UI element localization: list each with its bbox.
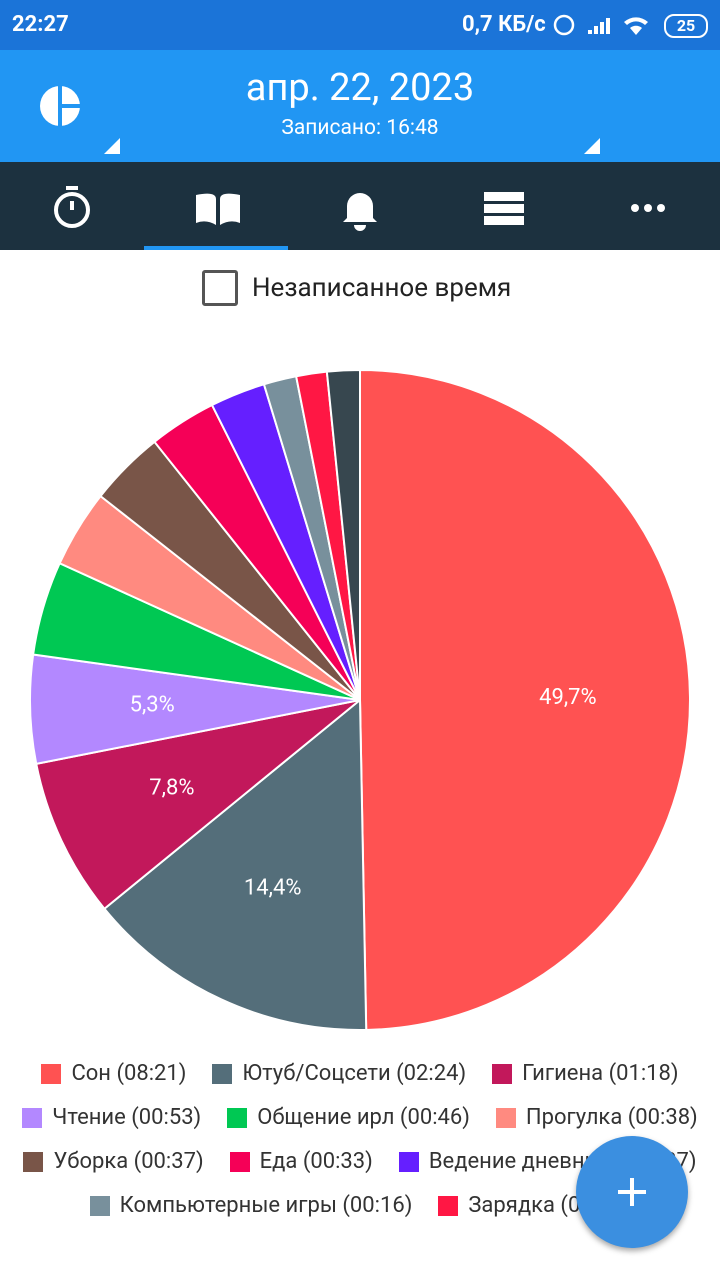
legend-item: Ютуб/Соцсети (02:24) [212,1060,466,1088]
legend-label: Ютуб/Соцсети (02:24) [242,1061,467,1086]
date[interactable]: апр. 22, 2023 [245,66,475,110]
pie-slice [103,697,368,1031]
legend-label: Компьютерные игры (00:16) [119,1193,413,1218]
add-button[interactable] [576,1136,688,1248]
clock: 22:27 [12,12,69,37]
legend-swatch [23,1152,44,1172]
checkbox[interactable] [202,270,238,306]
tab-icons [54,186,665,250]
pie-slice [35,699,361,911]
legend-label: Гигиена (01:18) [522,1061,679,1086]
pie-slice [325,368,361,701]
corner [104,138,120,154]
slice-label: 14,4% [244,875,302,900]
legend-item: Прогулка (00:38) [495,1104,698,1132]
legend-item: Гигиена (01:18) [492,1060,679,1088]
journal-tab[interactable] [196,193,240,225]
recorded-time: Записано: 16:48 [281,116,439,140]
legend-swatch [212,1064,233,1084]
legend-swatch [495,1108,516,1128]
legend-label: Еда (00:33) [259,1149,373,1174]
reminder-tab[interactable] [343,193,377,231]
slice-label: 5,3% [130,693,175,718]
timer-tab[interactable] [54,186,90,228]
slice-label: 7,8% [149,775,194,800]
app-logo[interactable] [38,84,82,128]
legend-swatch [89,1196,110,1216]
legend-label: Чтение (00:53) [52,1105,202,1130]
legend-item: Еда (00:33) [229,1148,373,1176]
legend-swatch [492,1064,513,1084]
legend-swatch [398,1152,419,1172]
legend-swatch [229,1152,250,1172]
legend-swatch [41,1064,62,1084]
legend-label: Общение ирл (00:46) [257,1105,470,1130]
legend-swatch [227,1108,248,1128]
legend-label: Прогулка (00:38) [525,1105,698,1130]
plus-icon [618,1178,646,1206]
legend: Сон (08:21) Ютуб/Соцсети (02:24) Гигиена (… [0,1060,720,1220]
legend-label: Сон (08:21) [71,1061,187,1086]
legend-item: Уборка (00:37) [23,1148,204,1176]
net-speed: 0,7 КБ/с [462,12,546,37]
legend-item: Компьютерные игры (00:16) [89,1192,413,1220]
tab-bar [0,162,720,250]
legend-item: Сон (08:21) [41,1060,186,1088]
legend-label: Уборка (00:37) [53,1149,204,1174]
app-header: апр. 22, 2023 Записано: 16:48 [0,50,720,162]
legend-item: Общение ирл (00:46) [227,1104,470,1132]
status-bar: 22:27 0,7 КБ/с 25 [0,0,720,50]
list-tab[interactable] [484,192,524,225]
slice-label: 49,7% [539,685,597,710]
pie-slice [359,368,691,1031]
legend-swatch [22,1108,43,1128]
more-tab[interactable] [631,204,665,212]
pie-chart: 49,7% 14,4% 7,8% 5,3% [29,368,691,1031]
filter-checkbox[interactable]: Незаписанное время [202,270,511,306]
corner [584,138,600,154]
checkbox-label: Незаписанное время [252,273,512,303]
battery: 25 [664,14,708,38]
legend-swatch [438,1196,459,1216]
legend-item: Чтение (00:53) [22,1104,201,1132]
tab-indicator [144,246,288,250]
status-icons [553,14,648,36]
